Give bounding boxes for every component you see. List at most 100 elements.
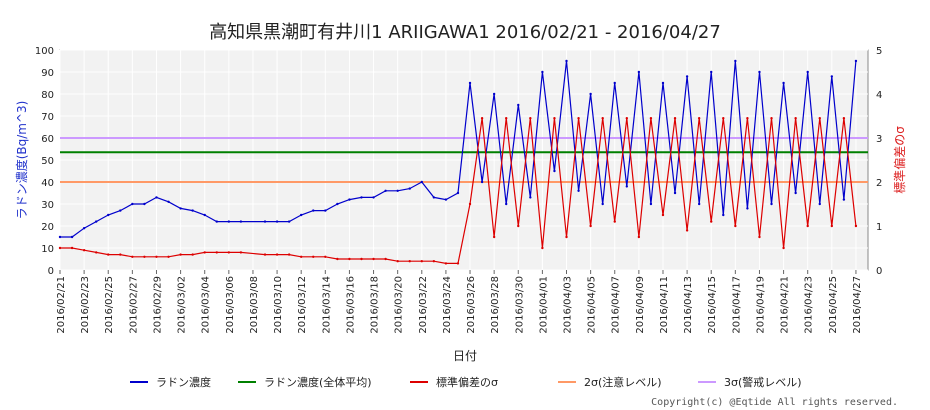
- data-point: [155, 255, 158, 258]
- data-point: [770, 117, 773, 120]
- data-point: [710, 220, 713, 223]
- data-point: [830, 75, 834, 78]
- data-point: [818, 202, 821, 206]
- data-point: [710, 70, 713, 74]
- legend-label: ラドン濃度: [156, 375, 211, 389]
- series-line-2: [60, 118, 857, 264]
- copyright: Copyright(c) @Eqtide All rights reserved…: [651, 397, 898, 408]
- data-point: [818, 117, 821, 120]
- data-point: [613, 81, 616, 85]
- x-tick-label: 2016/04/09: [635, 276, 646, 334]
- y-tick-label-left: 80: [41, 90, 54, 101]
- data-point: [613, 220, 616, 223]
- data-point: [734, 59, 737, 63]
- x-tick-label: 2016/03/10: [273, 276, 284, 334]
- x-tick-label: 2016/04/11: [659, 276, 670, 334]
- data-point: [215, 220, 218, 223]
- data-point: [299, 213, 303, 217]
- data-point: [70, 246, 74, 250]
- x-tick-label: 2016/03/08: [249, 276, 260, 334]
- data-point: [782, 246, 785, 250]
- y-tick-label-left: 70: [41, 112, 54, 123]
- y-tick-label-left: 40: [41, 178, 54, 189]
- x-tick-label: 2016/04/27: [852, 276, 863, 334]
- x-tick-label: 2016/03/04: [201, 276, 212, 334]
- x-tick-label: 2016/02/29: [152, 276, 163, 334]
- x-tick-label: 2016/03/18: [370, 276, 381, 334]
- data-point: [456, 191, 460, 195]
- y-tick-label-left: 100: [35, 46, 54, 57]
- data-point: [58, 246, 62, 250]
- x-axis: 2016/02/21 2016/02/23 2016/02/25 2016/02/27…: [56, 270, 863, 334]
- x-tick-label: 2016/02/23: [80, 276, 91, 334]
- data-point: [179, 207, 182, 210]
- data-point: [553, 169, 556, 173]
- data-point: [565, 59, 568, 63]
- data-point: [143, 202, 146, 206]
- x-tick-label: 2016/04/07: [611, 276, 622, 334]
- data-point: [360, 257, 363, 261]
- data-point: [94, 251, 98, 254]
- y-tick-label-right: 1: [876, 222, 882, 233]
- data-point: [529, 117, 532, 120]
- y-tick-label-right: 3: [876, 134, 882, 145]
- data-point: [336, 257, 339, 261]
- data-point: [239, 220, 243, 223]
- data-point: [589, 224, 592, 228]
- data-point: [625, 117, 629, 120]
- data-point: [577, 189, 580, 192]
- legend-label: 標準偏差のσ: [436, 375, 498, 389]
- y-tick-label-right: 4: [876, 90, 882, 101]
- data-point: [131, 255, 134, 258]
- x-tick-label: 2016/02/21: [56, 276, 67, 334]
- data-point: [287, 253, 291, 256]
- data-point: [275, 220, 279, 223]
- data-point: [227, 220, 231, 223]
- data-point: [179, 253, 182, 256]
- data-point: [517, 224, 520, 228]
- data-point: [348, 198, 351, 201]
- data-point: [746, 207, 749, 210]
- data-point: [155, 196, 158, 199]
- y-tick-label-left: 10: [41, 244, 54, 255]
- data-point: [444, 198, 448, 201]
- x-tick-label: 2016/03/06: [225, 276, 236, 334]
- x-tick-label: 2016/03/24: [442, 276, 453, 334]
- data-point: [541, 246, 544, 250]
- data-point: [191, 253, 194, 256]
- data-point: [263, 253, 267, 256]
- data-point: [758, 235, 761, 239]
- data-point: [685, 75, 689, 78]
- x-tick-label: 2016/04/25: [828, 276, 839, 334]
- data-point: [794, 191, 797, 195]
- x-tick-label: 2016/02/27: [128, 276, 139, 334]
- x-tick-label: 2016/04/15: [707, 276, 718, 334]
- data-point: [830, 224, 834, 228]
- data-point: [637, 70, 641, 74]
- data-point: [842, 198, 846, 201]
- data-point: [601, 117, 604, 120]
- data-point: [734, 224, 737, 228]
- legend-label: 3σ(警戒レベル): [724, 375, 802, 389]
- legend-label: ラドン濃度(全体平均): [264, 375, 372, 389]
- data-point: [396, 260, 399, 263]
- data-point: [107, 213, 110, 217]
- data-point: [420, 180, 423, 184]
- data-point: [746, 117, 749, 120]
- data-point: [673, 117, 677, 120]
- data-point: [227, 251, 231, 254]
- data-point: [661, 81, 665, 85]
- x-tick-label: 2016/04/21: [780, 276, 791, 334]
- legend: ラドン濃度 ラドン濃度(全体平均) 標準偏差のσ 2σ(注意レベル) 3σ(警戒レベル): [130, 375, 802, 389]
- data-point: [529, 196, 532, 199]
- data-point: [468, 202, 472, 206]
- data-point: [215, 251, 218, 254]
- x-tick-label: 2016/04/13: [683, 276, 694, 334]
- data-point: [299, 255, 303, 258]
- x-tick-label: 2016/04/05: [587, 276, 598, 334]
- data-point: [637, 235, 641, 239]
- data-point: [541, 70, 544, 74]
- data-point: [673, 191, 677, 195]
- data-point: [143, 255, 146, 258]
